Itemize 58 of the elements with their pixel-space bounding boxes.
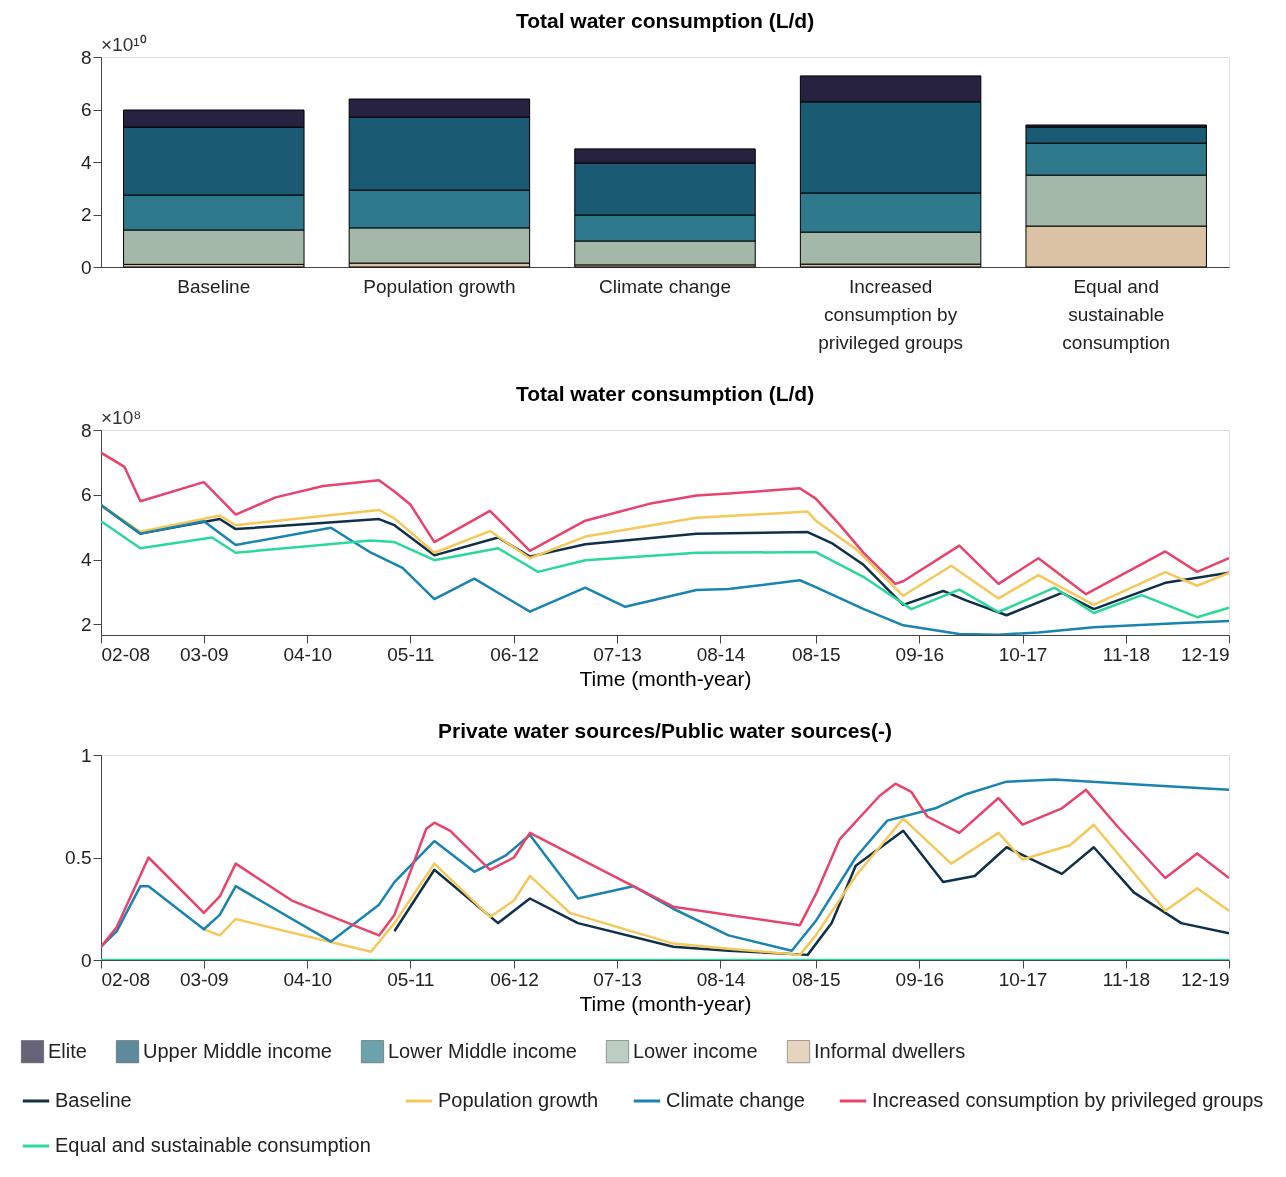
legend-label: Climate change <box>666 1089 805 1111</box>
legend-label: Population growth <box>438 1089 599 1111</box>
y-tick-label: 2 <box>80 204 92 225</box>
x-tick-label: 05-11 <box>387 968 435 990</box>
x-tick-label: 02-08 <box>101 968 151 990</box>
x-tick-label: 08-14 <box>696 968 746 990</box>
x-tick-label: 11-18 <box>1102 968 1150 990</box>
x-tick-label: 04-10 <box>283 968 333 990</box>
x-tick-label: Climate change <box>598 275 732 297</box>
legend-label: Elite <box>48 1039 87 1062</box>
x-tick-label: 08-15 <box>791 643 841 665</box>
legend-label: Baseline <box>55 1089 132 1111</box>
x-tick-label: 08-15 <box>791 968 841 990</box>
x-tick-label: 09-16 <box>895 968 945 990</box>
legend-label: Upper Middle income <box>143 1039 332 1062</box>
x-tick-label: 03-09 <box>180 968 229 990</box>
text: ×10¹⁰ <box>101 34 147 55</box>
chart-title: Total water consumption (L/d) <box>515 382 815 405</box>
chart-title: Private water sources/Public water sources(-) <box>437 719 893 742</box>
x-tick-label: 03-09 <box>180 643 229 665</box>
y-tick-label: 8 <box>80 419 92 441</box>
x-tick-label: 06-12 <box>490 968 539 990</box>
x-tick-label: 04-10 <box>283 643 333 665</box>
x-tick-label: 10-17 <box>998 643 1048 665</box>
legend-label: Informal dwellers <box>814 1039 966 1062</box>
y-tick-label: 6 <box>80 99 92 120</box>
x-tick-label: 02-08 <box>101 643 151 665</box>
legend-label: Increased consumption by privileged groups <box>872 1089 1264 1111</box>
y-tick-label: 4 <box>80 151 92 173</box>
x-tick-label: Population growth <box>363 275 516 297</box>
x-tick-label: 08-14 <box>696 643 746 665</box>
legend-label: Lower income <box>633 1039 758 1062</box>
x-tick-label: 11-18 <box>1102 643 1150 665</box>
x-tick-label: Equal and sustainable consumption <box>1062 275 1171 353</box>
y-tick-label: 0 <box>80 256 92 278</box>
x-tick-label: 09-16 <box>895 643 945 665</box>
y-tick-label: 6 <box>80 484 92 506</box>
x-tick-label: 12-19 <box>1180 968 1230 990</box>
chart-title: Total water consumption (L/d) <box>515 9 815 32</box>
legend-label: Lower Middle income <box>388 1039 577 1062</box>
x-tick-label: 07-13 <box>593 643 642 665</box>
y-tick-label: 8 <box>80 46 92 68</box>
y-tick-label: 1 <box>80 744 92 766</box>
x-tick-label: 10-17 <box>998 968 1048 990</box>
x-tick-label: 06-12 <box>490 643 539 665</box>
x-tick-label: 12-19 <box>1180 643 1230 665</box>
y-tick-label: 0 <box>80 949 92 971</box>
y-tick-label: 0.5 <box>65 847 92 868</box>
y-tick-label: 2 <box>80 613 92 635</box>
legend-label: Equal and sustainable consumption <box>55 1134 371 1156</box>
x-tick-label: 05-11 <box>387 643 435 665</box>
x-axis-title: Time (month-year) <box>579 666 752 690</box>
text: ×10⁸ <box>101 407 142 428</box>
x-tick-label: 07-13 <box>593 968 642 990</box>
x-tick-label: Increased consumption by privileged groups <box>818 275 963 353</box>
x-axis-title: Time (month-year) <box>579 991 752 1015</box>
y-tick-label: 4 <box>80 549 92 571</box>
x-tick-label: Baseline <box>177 275 251 297</box>
